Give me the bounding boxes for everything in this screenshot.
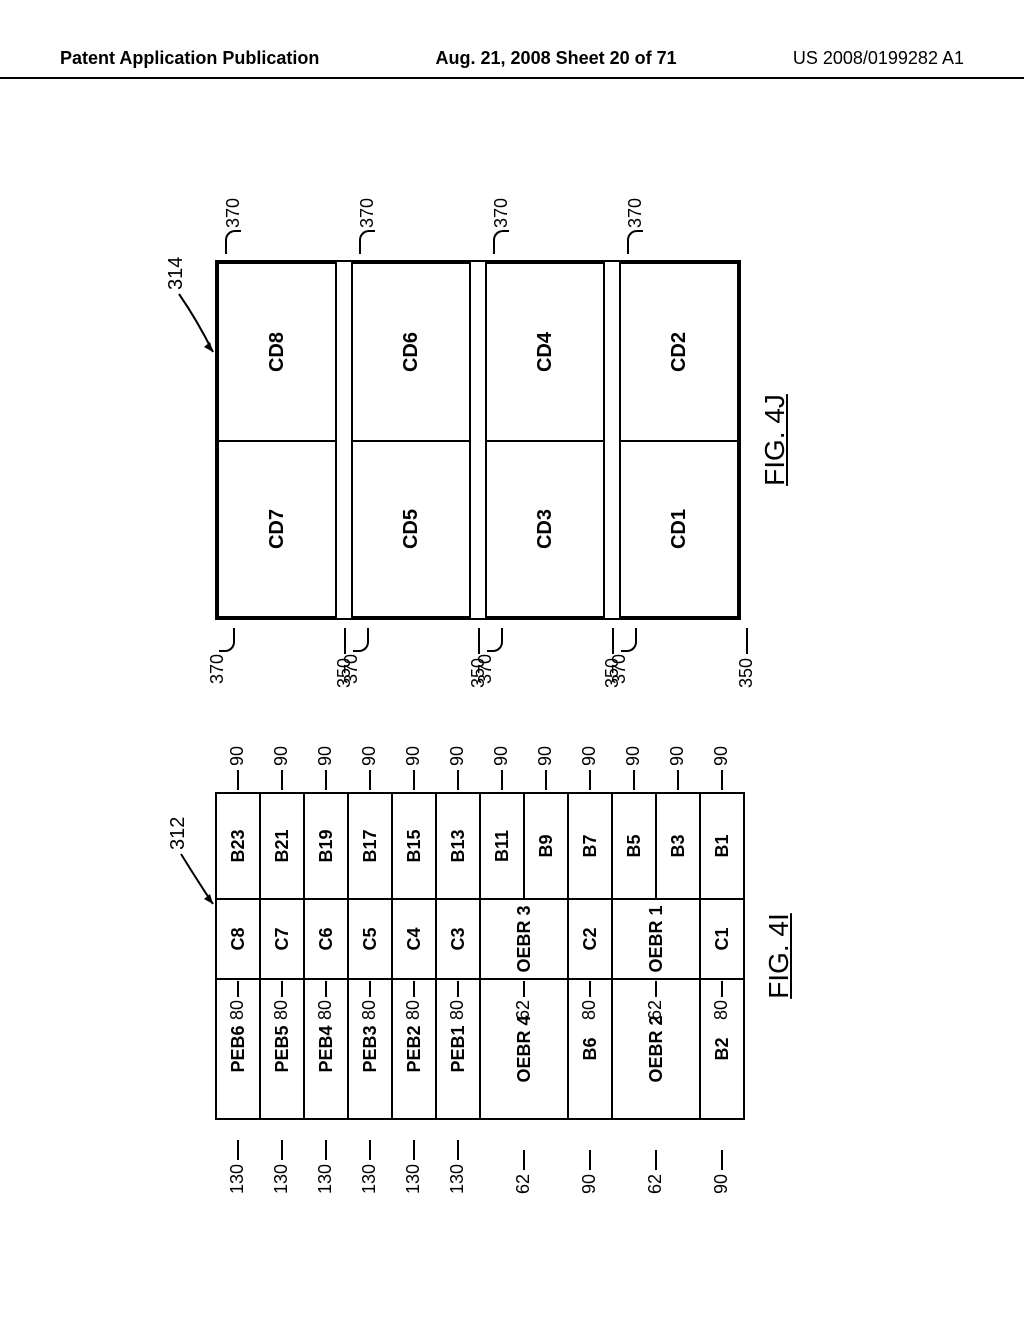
ref-label: 130 — [227, 1140, 248, 1194]
ref-370-left: 370 — [341, 654, 362, 684]
ref-label: 90 — [403, 746, 424, 790]
callout-314: 314 — [165, 220, 217, 360]
ref-370-right: 370 — [223, 198, 244, 228]
cell-col2: C3 — [436, 899, 480, 979]
cell-col3: B23 — [216, 793, 260, 899]
ref-label: 90 — [491, 746, 512, 790]
ref-label: 62 — [513, 1150, 534, 1194]
cell-col3: B9 — [524, 793, 568, 899]
cd-box-left: CD5 — [351, 440, 471, 618]
cell-col3: B11 — [480, 793, 524, 899]
ref-label: 90 — [227, 746, 248, 790]
figure-4j-caption: FIG. 4J — [759, 260, 791, 620]
ref-label: 130 — [447, 1140, 468, 1194]
ref-label: 90 — [271, 746, 292, 790]
ref-label: 80 — [227, 981, 248, 1020]
figure-4i: 312 PEB6C8B23PEB5C7B21PEB4C6B19PEB3C5B17… — [215, 792, 795, 1120]
cell-col3: B3 — [656, 793, 700, 899]
ref-label: 90 — [535, 746, 556, 790]
ref-label: 90 — [711, 1150, 732, 1194]
cell-col2: C4 — [392, 899, 436, 979]
ref-label: 80 — [271, 981, 292, 1020]
ref-label: 90 — [623, 746, 644, 790]
cell-col2: OEBR 3 — [480, 899, 568, 979]
cd-box-right: CD4 — [485, 262, 605, 440]
cell-col3: B5 — [612, 793, 656, 899]
figure-4j: 314 CD7CD8370370350CD5CD6370370350CD3CD4… — [215, 260, 791, 620]
ref-label: 80 — [579, 981, 600, 1020]
ref-label: 80 — [359, 981, 380, 1020]
cell-col3: B19 — [304, 793, 348, 899]
ref-370-right: 370 — [357, 198, 378, 228]
ref-label: 62 — [513, 981, 534, 1020]
ref-label: 90 — [359, 746, 380, 790]
cell-col3: B1 — [700, 793, 744, 899]
cell-col2: C5 — [348, 899, 392, 979]
cell-col3: B15 — [392, 793, 436, 899]
ref-label: 80 — [447, 981, 468, 1020]
cell-col2: OEBR 1 — [612, 899, 700, 979]
ref-label: 130 — [315, 1140, 336, 1194]
cd-row: CD7CD8370370350 — [217, 262, 337, 618]
cell-col3: B13 — [436, 793, 480, 899]
ref-label: 62 — [645, 981, 666, 1020]
cell-col3: B17 — [348, 793, 392, 899]
ref-label: 62 — [645, 1150, 666, 1194]
ref-label: 90 — [579, 1150, 600, 1194]
cd-box-right: CD6 — [351, 262, 471, 440]
table-4i: PEB6C8B23PEB5C7B21PEB4C6B19PEB3C5B17PEB2… — [215, 792, 745, 1120]
ref-label: 130 — [271, 1140, 292, 1194]
ref-label: 130 — [359, 1140, 380, 1194]
ref-label: 80 — [315, 981, 336, 1020]
ref-370-right: 370 — [625, 198, 646, 228]
cell-col3: B21 — [260, 793, 304, 899]
cd-box-right: CD2 — [619, 262, 739, 440]
ref-label: 80 — [711, 981, 732, 1020]
cell-col3: B7 — [568, 793, 612, 899]
ref-label: 90 — [667, 746, 688, 790]
cell-col2: C1 — [700, 899, 744, 979]
cell-col2: C2 — [568, 899, 612, 979]
cd-box-right: CD8 — [217, 262, 337, 440]
ref-label: 80 — [403, 981, 424, 1020]
cd-box-left: CD1 — [619, 440, 739, 618]
fig4j-outer-frame: CD7CD8370370350CD5CD6370370350CD3CD43703… — [215, 260, 741, 620]
ref-label: 90 — [579, 746, 600, 790]
cell-col2: C6 — [304, 899, 348, 979]
landscape-canvas: 312 PEB6C8B23PEB5C7B21PEB4C6B19PEB3C5B17… — [0, 0, 1024, 1320]
cd-box-left: CD7 — [217, 440, 337, 618]
cd-box-left: CD3 — [485, 440, 605, 618]
ref-label: 130 — [403, 1140, 424, 1194]
cd-row: CD3CD4370370350 — [485, 262, 605, 618]
cell-col2: C8 — [216, 899, 260, 979]
ref-370-right: 370 — [491, 198, 512, 228]
ref-label: 90 — [447, 746, 468, 790]
cell-col2: C7 — [260, 899, 304, 979]
ref-350: 350 — [736, 628, 757, 688]
figure-4i-caption: FIG. 4I — [763, 792, 795, 1120]
ref-370-left: 370 — [207, 654, 228, 684]
ref-370-left: 370 — [475, 654, 496, 684]
ref-label: 90 — [711, 746, 732, 790]
callout-312: 312 — [167, 790, 217, 910]
cd-row: CD5CD6370370350 — [351, 262, 471, 618]
cd-row: CD1CD2370370350 — [619, 262, 739, 618]
ref-label: 90 — [315, 746, 336, 790]
ref-370-left: 370 — [609, 654, 630, 684]
